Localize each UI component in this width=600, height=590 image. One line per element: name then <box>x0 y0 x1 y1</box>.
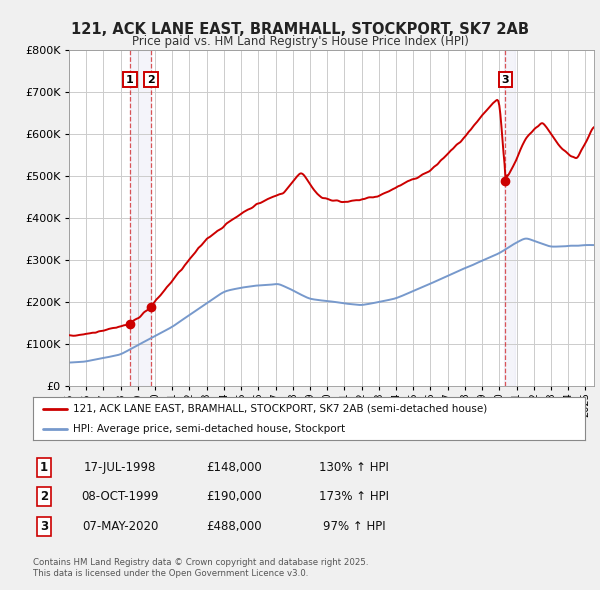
Text: 2: 2 <box>147 74 155 84</box>
Text: This data is licensed under the Open Government Licence v3.0.: This data is licensed under the Open Gov… <box>33 569 308 578</box>
Text: 1: 1 <box>40 461 48 474</box>
Text: 173% ↑ HPI: 173% ↑ HPI <box>319 490 389 503</box>
Text: 2: 2 <box>40 490 48 503</box>
Text: 08-OCT-1999: 08-OCT-1999 <box>81 490 159 503</box>
Text: £488,000: £488,000 <box>206 520 262 533</box>
Text: 97% ↑ HPI: 97% ↑ HPI <box>323 520 385 533</box>
Text: £190,000: £190,000 <box>206 490 262 503</box>
Bar <box>130 50 151 386</box>
Text: 121, ACK LANE EAST, BRAMHALL, STOCKPORT, SK7 2AB: 121, ACK LANE EAST, BRAMHALL, STOCKPORT,… <box>71 22 529 37</box>
Text: Price paid vs. HM Land Registry's House Price Index (HPI): Price paid vs. HM Land Registry's House … <box>131 35 469 48</box>
Text: Contains HM Land Registry data © Crown copyright and database right 2025.: Contains HM Land Registry data © Crown c… <box>33 558 368 566</box>
Text: 3: 3 <box>40 520 48 533</box>
Text: £148,000: £148,000 <box>206 461 262 474</box>
Text: 3: 3 <box>502 74 509 84</box>
Text: 17-JUL-1998: 17-JUL-1998 <box>84 461 156 474</box>
Text: HPI: Average price, semi-detached house, Stockport: HPI: Average price, semi-detached house,… <box>73 424 345 434</box>
Text: 130% ↑ HPI: 130% ↑ HPI <box>319 461 389 474</box>
Bar <box>505 50 515 386</box>
Text: 1: 1 <box>126 74 134 84</box>
Text: 07-MAY-2020: 07-MAY-2020 <box>82 520 158 533</box>
Text: 121, ACK LANE EAST, BRAMHALL, STOCKPORT, SK7 2AB (semi-detached house): 121, ACK LANE EAST, BRAMHALL, STOCKPORT,… <box>73 404 487 414</box>
